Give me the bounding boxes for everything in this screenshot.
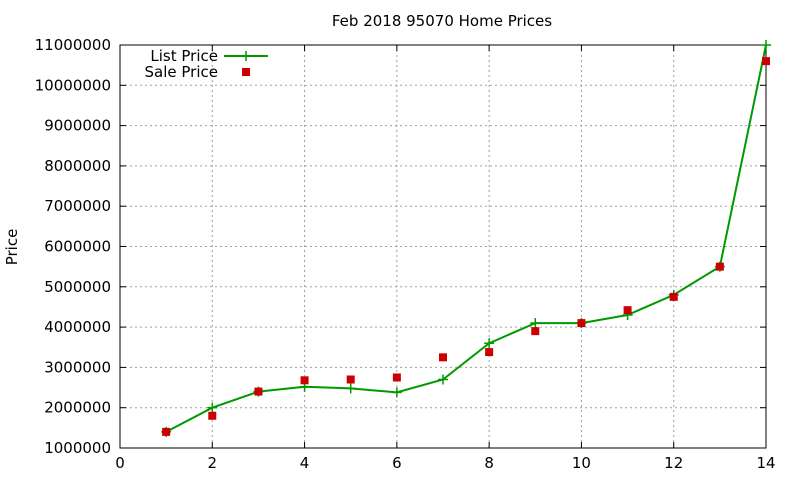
sale-price-point — [623, 306, 632, 315]
sale-price-point — [300, 376, 309, 385]
x-tick-label: 6 — [392, 454, 402, 472]
x-tick-label: 14 — [756, 454, 775, 472]
plot-frame — [119, 44, 767, 449]
list-price-point — [207, 402, 218, 413]
x-tick-label: 10 — [572, 454, 591, 472]
y-tick-label: 4000000 — [44, 318, 111, 336]
y-tick-label: 11000000 — [35, 36, 111, 54]
grid — [120, 45, 766, 448]
legend-label-list-price: List Price — [150, 47, 218, 65]
chart-title: Feb 2018 95070 Home Prices — [332, 12, 552, 30]
list-price-point — [530, 318, 541, 329]
y-tick-label: 6000000 — [44, 238, 111, 256]
sale-price-point — [392, 373, 401, 382]
x-tick-label: 12 — [664, 454, 683, 472]
sale-price-point — [162, 427, 171, 436]
sale-price-point — [439, 353, 447, 362]
y-tick-label: 10000000 — [35, 76, 111, 94]
y-tick-label: 7000000 — [44, 197, 111, 215]
list-price-line — [165, 44, 767, 433]
sale-price-point — [669, 292, 678, 301]
x-tick-label: 0 — [115, 454, 125, 472]
sale-price-point — [346, 375, 355, 384]
sale-price-point — [762, 57, 770, 66]
sale-price-point — [715, 262, 724, 271]
x-tick-label: 8 — [484, 454, 494, 472]
x-tick-label: 2 — [208, 454, 218, 472]
list-price-point — [438, 374, 448, 385]
series-layer — [161, 40, 771, 437]
legend-label-sale-price: Sale Price — [145, 63, 218, 81]
y-tick-label: 9000000 — [44, 117, 111, 135]
y-tick-label: 5000000 — [44, 278, 111, 296]
list-price-point — [391, 387, 402, 398]
sale-price-point — [485, 348, 494, 357]
x-tick-label: 4 — [300, 454, 310, 472]
y-tick-label: 2000000 — [44, 399, 111, 417]
y-tick-label: 3000000 — [44, 358, 111, 376]
list-price-point — [345, 383, 356, 394]
y-tick-label: 1000000 — [44, 439, 111, 457]
axis-ticks: 1000000 2000000 3000000 4000000 5000000 60000… — [35, 36, 776, 472]
legend-swatch-sale-price — [242, 68, 250, 76]
sale-price-point — [208, 411, 217, 420]
series-sale-price — [162, 57, 770, 436]
series-list-price — [161, 40, 771, 437]
list-price-point — [484, 338, 495, 349]
list-price-point — [761, 40, 771, 50]
y-axis-label: Price — [3, 229, 21, 266]
y-tick-label: 8000000 — [44, 157, 111, 175]
legend-marker-list-price — [241, 51, 251, 61]
sale-price-point — [254, 387, 263, 396]
sale-price-point — [577, 319, 586, 328]
sale-price-point — [531, 327, 540, 336]
